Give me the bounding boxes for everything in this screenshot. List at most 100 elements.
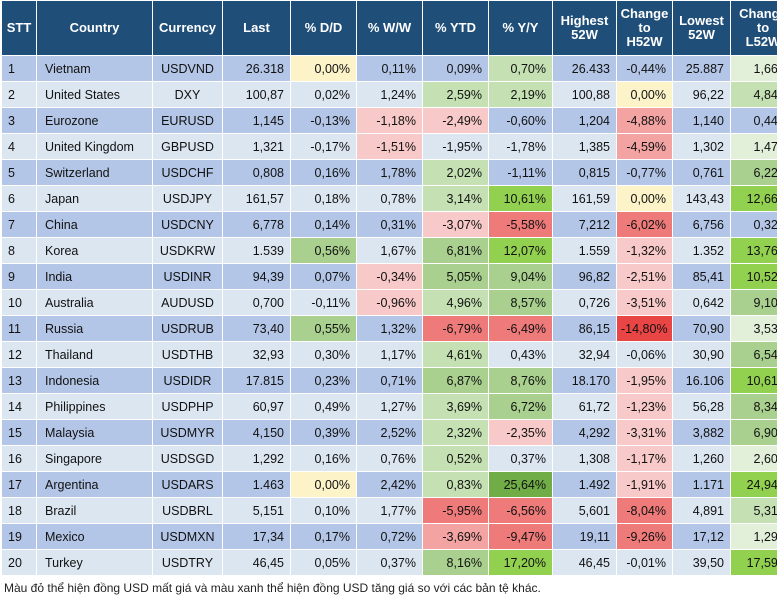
header-change-h52w: Change to H52W xyxy=(616,0,673,56)
cell-change-h52w: -0,06% xyxy=(616,341,673,368)
cell-last: 6,778 xyxy=(222,211,291,238)
cell-dd: 0,55% xyxy=(290,315,357,342)
header-row: STT Country Currency Last% D/D% W/W% YTD% Y… xyxy=(1,0,777,56)
cell-ytd: 8,16% xyxy=(422,549,489,576)
cell-lowest-52w: 70,90 xyxy=(672,315,731,342)
cell-ww: 0,78% xyxy=(356,185,423,212)
cell-ytd: 0,52% xyxy=(422,445,489,472)
cell-lowest-52w: 1.171 xyxy=(672,471,731,498)
cell-country: China xyxy=(36,211,153,238)
cell-dd: 0,49% xyxy=(290,393,357,420)
cell-yy: 0,37% xyxy=(488,445,553,472)
cell-highest-52w: 7,212 xyxy=(552,211,617,238)
cell-currency: USDJPY xyxy=(152,185,223,212)
cell-yy: 10,61% xyxy=(488,185,553,212)
cell-lowest-52w: 1.352 xyxy=(672,237,731,264)
table-row: 1 Vietnam USDVND 26.318 0,00% 0,11% 0,09% 0,70%… xyxy=(1,55,777,82)
cell-country: Argentina xyxy=(36,471,153,498)
cell-change-h52w: -0,44% xyxy=(616,55,673,82)
cell-ytd: 6,87% xyxy=(422,367,489,394)
cell-highest-52w: 1,385 xyxy=(552,133,617,160)
cell-ww: 0,11% xyxy=(356,55,423,82)
cell-currency: USDPHP xyxy=(152,393,223,420)
cell-highest-52w: 4,292 xyxy=(552,419,617,446)
cell-ytd: -6,79% xyxy=(422,315,489,342)
cell-last: 4,150 xyxy=(222,419,291,446)
cell-lowest-52w: 25.887 xyxy=(672,55,731,82)
cell-dd: 0,23% xyxy=(290,367,357,394)
cell-change-h52w: -4,88% xyxy=(616,107,673,134)
cell-yy: -6,56% xyxy=(488,497,553,524)
cell-stt: 9 xyxy=(1,263,37,290)
cell-last: 5,151 xyxy=(222,497,291,524)
cell-yy: -1,78% xyxy=(488,133,553,160)
cell-dd: -0,13% xyxy=(290,107,357,134)
cell-ytd: 0,09% xyxy=(422,55,489,82)
cell-dd: -0,11% xyxy=(290,289,357,316)
cell-yy: 0,70% xyxy=(488,55,553,82)
cell-change-l52w: 1,47% xyxy=(730,133,777,160)
cell-currency: USDMXN xyxy=(152,523,223,550)
cell-highest-52w: 46,45 xyxy=(552,549,617,576)
cell-change-h52w: -1,95% xyxy=(616,367,673,394)
cell-last: 94,39 xyxy=(222,263,291,290)
header-highest-52w: Highest 52W xyxy=(552,0,617,56)
cell-change-l52w: 0,32% xyxy=(730,211,777,238)
table-row: 2 United States DXY 100,87 0,02% 1,24% 2,59% 2,… xyxy=(1,81,777,108)
cell-ytd: 2,02% xyxy=(422,159,489,186)
cell-ytd: 4,61% xyxy=(422,341,489,368)
cell-ytd: 0,83% xyxy=(422,471,489,498)
cell-ww: 0,72% xyxy=(356,523,423,550)
cell-yy: 12,07% xyxy=(488,237,553,264)
cell-stt: 16 xyxy=(1,445,37,472)
cell-ww: 1,24% xyxy=(356,81,423,108)
cell-change-l52w: 6,54% xyxy=(730,341,777,368)
cell-last: 1.539 xyxy=(222,237,291,264)
cell-lowest-52w: 1,140 xyxy=(672,107,731,134)
cell-country: Malaysia xyxy=(36,419,153,446)
cell-currency: USDCHF xyxy=(152,159,223,186)
cell-dd: -0,17% xyxy=(290,133,357,160)
table-row: 4 United Kingdom GBPUSD 1,321 -0,17% -1,51% -1… xyxy=(1,133,777,160)
cell-dd: 0,14% xyxy=(290,211,357,238)
cell-country: United States xyxy=(36,81,153,108)
cell-lowest-52w: 3,882 xyxy=(672,419,731,446)
cell-stt: 20 xyxy=(1,549,37,576)
cell-change-l52w: 6,22% xyxy=(730,159,777,186)
table-row: 9 India USDINR 94,39 0,07% -0,34% 5,05% 9,04% 96… xyxy=(1,263,777,290)
cell-change-h52w: -9,26% xyxy=(616,523,673,550)
cell-dd: 0,05% xyxy=(290,549,357,576)
cell-change-h52w: -2,51% xyxy=(616,263,673,290)
cell-dd: 0,56% xyxy=(290,237,357,264)
cell-dd: 0,39% xyxy=(290,419,357,446)
cell-highest-52w: 5,601 xyxy=(552,497,617,524)
cell-country: United Kingdom xyxy=(36,133,153,160)
cell-yy: 8,76% xyxy=(488,367,553,394)
cell-last: 1,292 xyxy=(222,445,291,472)
cell-lowest-52w: 56,28 xyxy=(672,393,731,420)
cell-change-l52w: 6,90% xyxy=(730,419,777,446)
cell-currency: USDTHB xyxy=(152,341,223,368)
cell-highest-52w: 19,11 xyxy=(552,523,617,550)
header-ytd: % YTD xyxy=(422,0,489,56)
cell-country: India xyxy=(36,263,153,290)
cell-yy: 17,20% xyxy=(488,549,553,576)
cell-lowest-52w: 96,22 xyxy=(672,81,731,108)
cell-dd: 0,10% xyxy=(290,497,357,524)
cell-ww: -1,51% xyxy=(356,133,423,160)
cell-change-l52w: 5,31% xyxy=(730,497,777,524)
cell-change-l52w: 24,94% xyxy=(730,471,777,498)
cell-yy: -5,58% xyxy=(488,211,553,238)
cell-yy: -6,49% xyxy=(488,315,553,342)
table-row: 10 Australia AUDUSD 0,700 -0,11% -0,96% 4,96% 8… xyxy=(1,289,777,316)
cell-dd: 0,17% xyxy=(290,523,357,550)
cell-change-l52w: 13,76% xyxy=(730,237,777,264)
cell-currency: USDMYR xyxy=(152,419,223,446)
cell-highest-52w: 32,94 xyxy=(552,341,617,368)
cell-dd: 0,16% xyxy=(290,445,357,472)
cell-currency: USDIDR xyxy=(152,367,223,394)
cell-yy: 8,57% xyxy=(488,289,553,316)
cell-stt: 8 xyxy=(1,237,37,264)
cell-country: Singapore xyxy=(36,445,153,472)
cell-currency: USDSGD xyxy=(152,445,223,472)
